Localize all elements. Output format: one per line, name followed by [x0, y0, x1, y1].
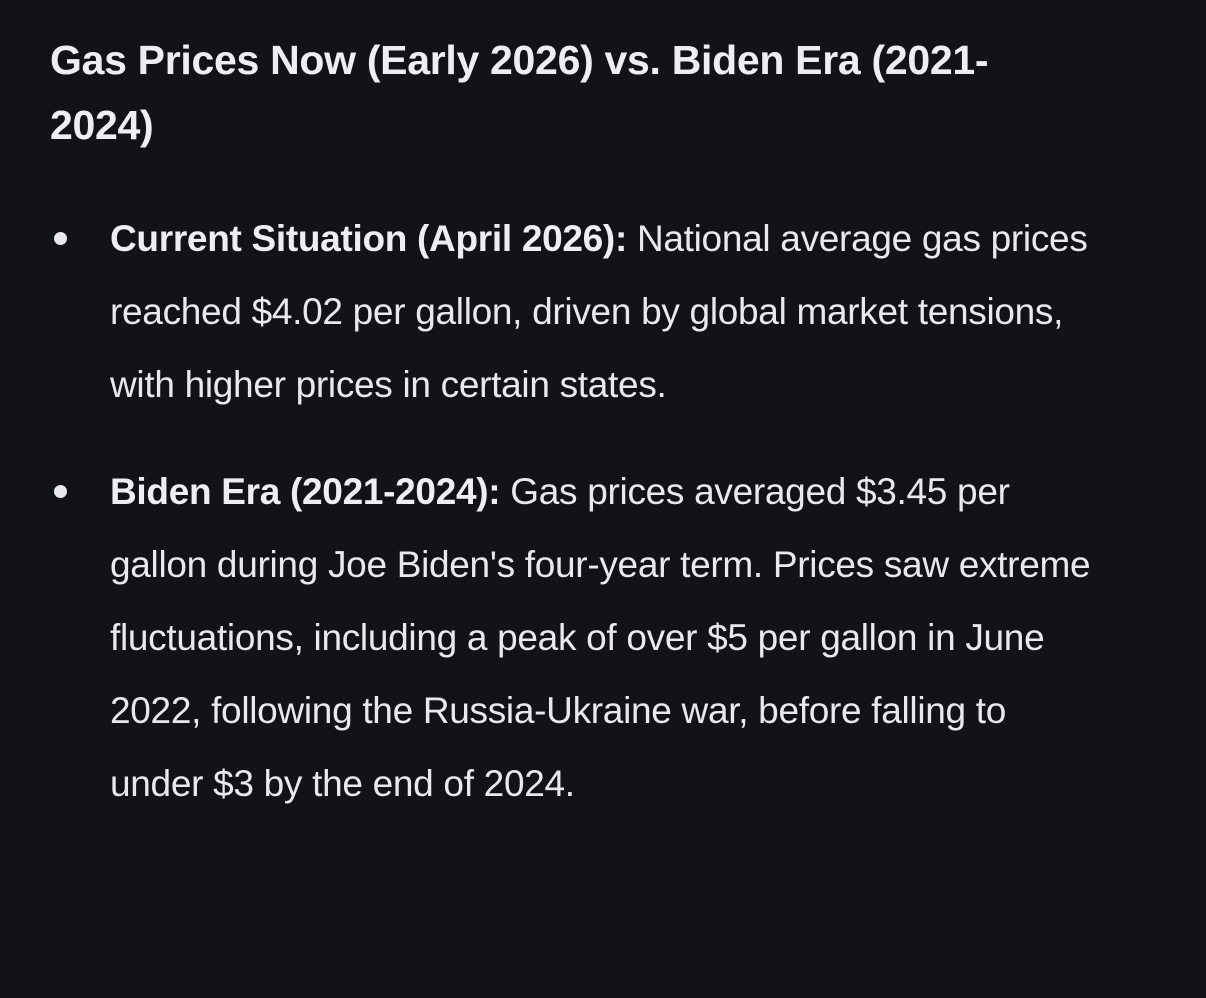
- bullet-lead: Current Situation (April 2026):: [110, 218, 627, 259]
- bullet-text: Current Situation (April 2026): National…: [110, 202, 1100, 421]
- bullet-text: Biden Era (2021-2024): Gas prices averag…: [110, 455, 1100, 820]
- bullet-lead: Biden Era (2021-2024):: [110, 471, 501, 512]
- bullet-dot-icon: [54, 485, 67, 498]
- bullet-list: Current Situation (April 2026): National…: [50, 202, 1150, 820]
- bullet-dot-icon: [54, 232, 67, 245]
- bullet-body: Gas prices averaged $3.45 per gallon dur…: [110, 471, 1091, 804]
- chat-response-body: Gas Prices Now (Early 2026) vs. Biden Er…: [50, 37, 1150, 820]
- bullet-body: National average gas prices reached $4.0…: [110, 218, 1088, 405]
- list-item: Current Situation (April 2026): National…: [50, 202, 1150, 421]
- list-item: Biden Era (2021-2024): Gas prices averag…: [50, 455, 1150, 820]
- section-heading: Gas Prices Now (Early 2026) vs. Biden Er…: [50, 37, 989, 148]
